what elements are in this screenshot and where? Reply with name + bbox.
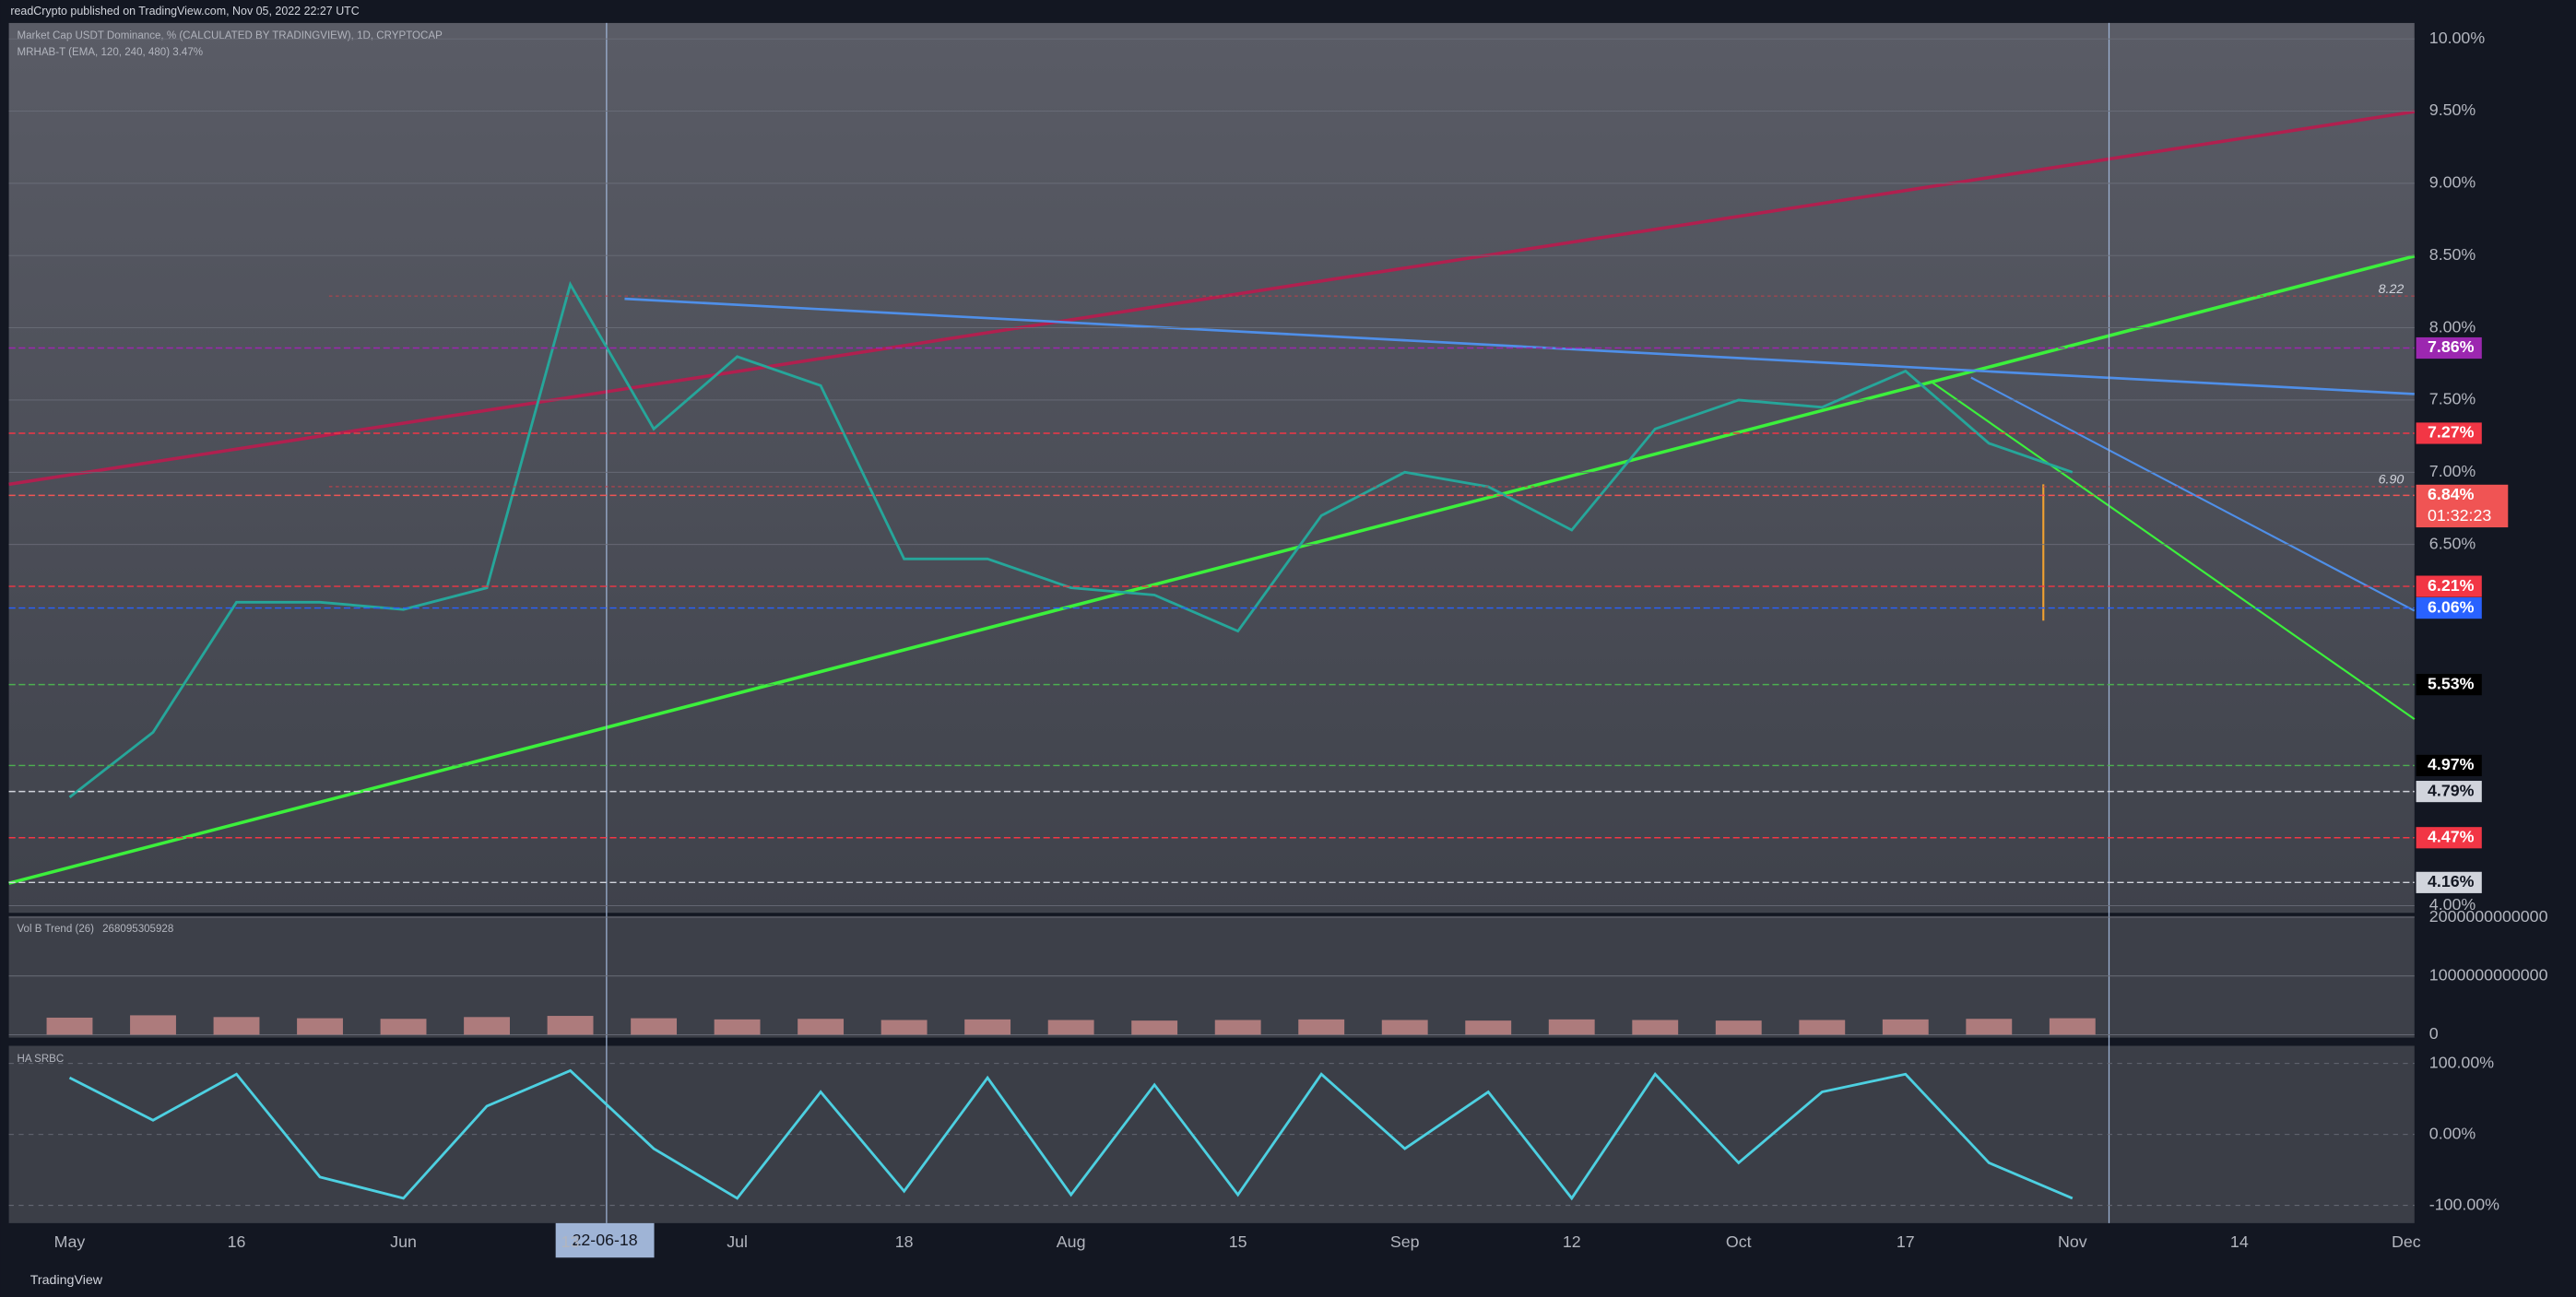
price-label: 7.86% xyxy=(2428,337,2475,356)
x-tick-label: Sep xyxy=(1390,1232,1420,1251)
series-line xyxy=(68,1068,2074,1201)
volume-bar xyxy=(1799,1020,1846,1035)
annotation: 8.22 xyxy=(2379,282,2405,297)
x-tick-label: Oct xyxy=(1726,1232,1752,1251)
price-label: 4.16% xyxy=(2428,872,2475,890)
y-tick-label: 8.00% xyxy=(2429,317,2476,336)
x-tick-label: 15 xyxy=(1229,1232,1247,1251)
price-label: 6.21% xyxy=(2428,576,2475,595)
x-tick-label: 14 xyxy=(2230,1232,2249,1251)
volume-pane xyxy=(8,915,2415,1038)
y-tick-label: -100.00% xyxy=(2429,1195,2499,1213)
oscillator-title: HA SRBC xyxy=(17,1054,64,1065)
y-tick-label: 4.00% xyxy=(2429,895,2476,914)
price-label-box xyxy=(2416,575,2482,597)
volume-bar xyxy=(297,1018,343,1035)
footer: TradingView xyxy=(30,1273,103,1288)
crosshair-label-box xyxy=(555,1222,655,1258)
volume-bar xyxy=(1047,1020,1094,1035)
price-label-box xyxy=(2416,336,2482,360)
volume-bar xyxy=(380,1019,427,1035)
y-tick-label: 2000000000000 xyxy=(2429,907,2548,926)
price-label-box xyxy=(2416,422,2482,444)
price-label: 5.53% xyxy=(2428,674,2475,692)
symbol: Market Cap USDT Dominance, % (CALCULATED… xyxy=(17,30,443,41)
price-label: 4.47% xyxy=(2428,827,2475,845)
y-tick-label: 9.50% xyxy=(2429,100,2476,119)
volume-bar xyxy=(1632,1020,1679,1035)
y-tick-label: 1000000000000 xyxy=(2429,965,2548,984)
volume-value: 268095305928 xyxy=(102,924,173,935)
x-tick-label: 18 xyxy=(895,1232,914,1251)
series-line xyxy=(68,280,2074,799)
y-tick-label: 7.00% xyxy=(2429,462,2476,480)
y-tick-label: 6.50% xyxy=(2429,534,2476,552)
x-tick-label: 16 xyxy=(228,1232,246,1251)
y-tick-label: 7.50% xyxy=(2429,390,2476,408)
volume-bar xyxy=(798,1019,845,1035)
price-label: 6.84% xyxy=(2428,485,2475,503)
price-label-box xyxy=(2416,781,2482,803)
x-tick-label: Aug xyxy=(1057,1232,1086,1251)
x-tick-label: Nov xyxy=(2058,1232,2087,1251)
volume-bar xyxy=(1882,1019,1929,1035)
volume-bar xyxy=(1966,1019,2013,1035)
volume-title: Vol B Trend (26) xyxy=(17,924,94,935)
annotation: 6.90 xyxy=(2379,473,2405,488)
volume-bar xyxy=(1548,1019,1595,1035)
volume-bar xyxy=(880,1020,928,1035)
y-tick-label: 0 xyxy=(2429,1024,2439,1043)
price-label-box xyxy=(2416,827,2482,849)
y-tick-label: 10.00% xyxy=(2429,29,2486,47)
price-label: 4.97% xyxy=(2428,755,2475,773)
y-tick-label: 100.00% xyxy=(2429,1053,2494,1071)
price-label: 7.27% xyxy=(2428,423,2475,442)
publisher: readCrypto published on TradingView.com,… xyxy=(10,5,359,18)
price-label-box xyxy=(2416,754,2482,776)
price-label-box xyxy=(2416,484,2509,528)
trend-line xyxy=(1970,376,2416,612)
volume-bar xyxy=(213,1017,260,1035)
volume-bar xyxy=(464,1017,510,1035)
volume-bar xyxy=(547,1016,594,1035)
indicator-legend: MRHAB-T (EMA, 120, 240, 480) 3.47% xyxy=(17,47,203,58)
volume-bar xyxy=(46,1017,93,1035)
y-tick-label: 9.00% xyxy=(2429,173,2476,192)
volume-bar xyxy=(1131,1020,1178,1035)
trend-line xyxy=(1929,380,2416,720)
x-tick-label: Jun xyxy=(390,1232,417,1251)
x-tick-label: Dec xyxy=(2392,1232,2421,1251)
volume-bar xyxy=(1298,1019,1345,1035)
x-tick-label: 12 xyxy=(1563,1232,1581,1251)
volume-bar xyxy=(964,1019,1011,1035)
trend-line xyxy=(8,110,2416,487)
volume-bar xyxy=(1465,1020,1512,1035)
volume-bar xyxy=(631,1018,678,1035)
main-pane xyxy=(8,22,2415,914)
volume-bar xyxy=(714,1019,761,1035)
trend-line xyxy=(624,297,2415,395)
x-tick-label: Jul xyxy=(727,1232,748,1251)
volume-bar xyxy=(1214,1020,1261,1035)
crosshair-label: 22-06-18 xyxy=(572,1231,637,1249)
x-tick-label: 17 xyxy=(1897,1232,1915,1251)
trend-line xyxy=(8,254,2416,885)
volume-bar xyxy=(1715,1020,1762,1035)
countdown: 01:32:23 xyxy=(2428,506,2491,525)
price-label-box xyxy=(2416,674,2482,696)
price-label: 6.06% xyxy=(2428,597,2475,616)
x-tick-label: May xyxy=(54,1232,86,1251)
price-label: 4.79% xyxy=(2428,781,2475,799)
volume-bar xyxy=(130,1015,176,1035)
y-tick-label: 0.00% xyxy=(2429,1124,2476,1142)
volume-bar xyxy=(1381,1020,1428,1035)
volume-bar xyxy=(2049,1018,2096,1035)
y-tick-label: 8.50% xyxy=(2429,245,2476,264)
x-tick-label: 13 xyxy=(561,1232,580,1251)
price-label-box xyxy=(2416,871,2482,893)
price-label-box xyxy=(2416,597,2482,619)
